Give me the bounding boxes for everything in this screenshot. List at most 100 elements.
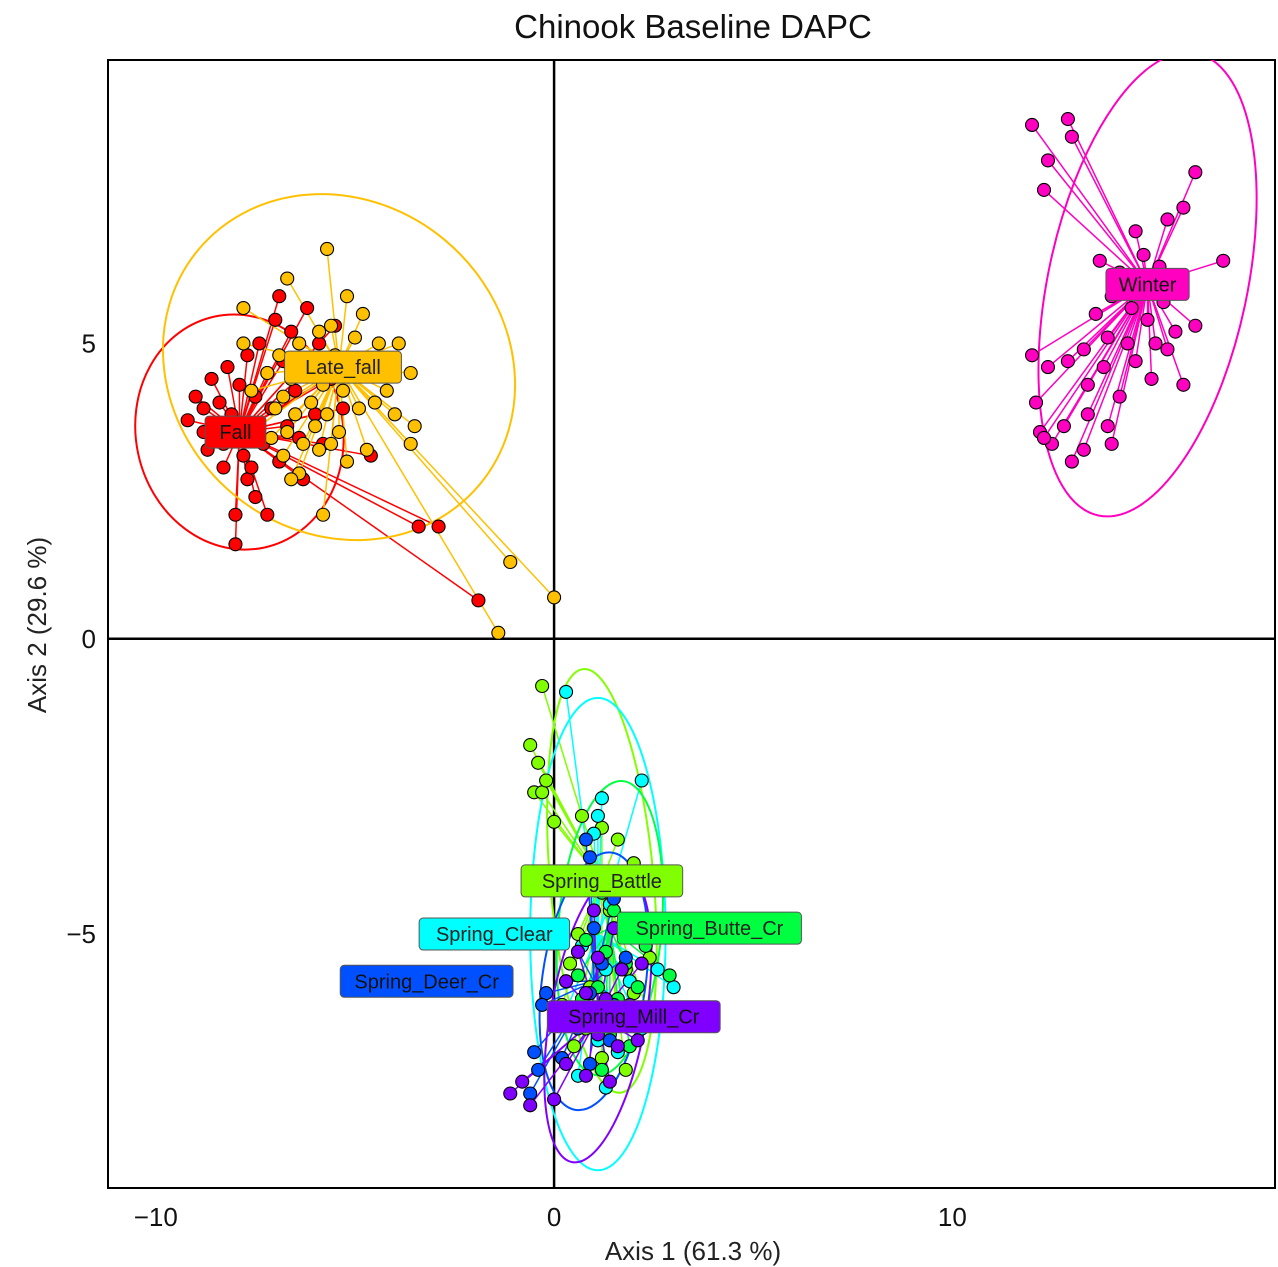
data-point <box>244 460 259 475</box>
data-point <box>618 950 633 965</box>
data-point <box>220 360 235 375</box>
data-point <box>590 808 605 823</box>
data-point <box>188 389 203 404</box>
data-point <box>630 980 645 995</box>
data-point <box>1160 342 1175 357</box>
data-point <box>228 537 243 552</box>
data-point <box>630 1033 645 1048</box>
data-point <box>523 1086 538 1101</box>
spoke-line <box>1106 284 1149 427</box>
data-point <box>1024 348 1040 363</box>
data-point <box>296 436 311 451</box>
data-point <box>268 401 283 416</box>
data-point <box>1036 430 1052 446</box>
data-point <box>582 1056 597 1072</box>
data-point <box>503 1086 518 1101</box>
data-point <box>403 436 418 451</box>
spoke-line <box>1146 284 1185 386</box>
data-point <box>1168 324 1183 339</box>
data-point <box>594 791 609 806</box>
data-point <box>634 956 649 971</box>
data-point <box>180 413 195 428</box>
data-point <box>260 365 275 381</box>
data-point <box>662 968 677 983</box>
plot-frame <box>107 59 1276 1189</box>
data-point <box>527 1045 542 1060</box>
data-point <box>320 407 335 422</box>
group-label-text: Spring_Battle <box>542 871 662 893</box>
data-point <box>1092 253 1107 268</box>
data-point <box>602 1074 617 1089</box>
data-point <box>236 448 251 463</box>
data-point <box>618 1062 633 1077</box>
data-point <box>240 348 255 363</box>
data-point <box>574 808 590 823</box>
data-point <box>312 442 327 457</box>
data-point <box>1104 436 1119 451</box>
data-point <box>582 850 597 865</box>
group-label-text: Fall <box>219 422 251 444</box>
data-point <box>558 974 574 989</box>
data-point <box>1060 112 1075 127</box>
data-point <box>232 377 247 392</box>
chart-title: Chinook Baseline DAPC <box>514 8 872 45</box>
data-point <box>523 1098 538 1113</box>
group-label-box <box>204 415 267 449</box>
data-point <box>367 395 382 410</box>
data-point <box>1028 395 1044 410</box>
data-point <box>1088 306 1103 321</box>
group-label-box <box>1105 267 1190 301</box>
group-label-text: Winter <box>1119 274 1177 296</box>
data-point <box>1076 342 1091 357</box>
spoke-line <box>326 248 340 368</box>
data-point <box>411 519 426 534</box>
data-point <box>503 554 518 570</box>
data-point <box>578 1068 594 1083</box>
group-label-text: Spring_Butte_Cr <box>635 918 783 940</box>
group-label-box <box>546 1000 721 1034</box>
data-point <box>1112 389 1127 404</box>
data-point <box>558 684 574 699</box>
plot-area: −10 0 10 −5 0 5 Fall Late_fall Winter Spring_Batt… <box>66 59 1276 1232</box>
data-point <box>666 980 681 995</box>
inertia-ellipse <box>538 851 650 1112</box>
data-point <box>431 519 446 534</box>
x-axis-label: Axis 1 (61.3 %) <box>605 1236 781 1266</box>
data-point <box>276 448 291 463</box>
data-point <box>403 365 418 381</box>
group-label-text: Spring_Clear <box>436 924 553 946</box>
data-point <box>1056 419 1071 434</box>
data-point <box>240 472 255 487</box>
data-layer: Fall Late_fall Winter Spring_Battle Spring_C… <box>134 60 1258 1172</box>
data-point <box>323 436 339 451</box>
data-point <box>539 773 554 788</box>
inertia-ellipse <box>1037 60 1258 518</box>
data-point <box>1128 224 1143 239</box>
data-point <box>248 489 263 505</box>
data-point <box>1144 371 1159 386</box>
spoke-line <box>545 780 603 882</box>
data-point <box>1076 442 1091 457</box>
spoke-line <box>1031 124 1149 285</box>
data-point <box>312 336 327 351</box>
data-point <box>284 472 299 487</box>
data-point <box>562 956 578 971</box>
data-point <box>1096 360 1111 375</box>
data-point <box>1064 454 1079 469</box>
y-tick-label: 0 <box>82 624 96 654</box>
group-label-box <box>339 964 514 998</box>
data-point <box>1080 407 1095 422</box>
data-point <box>1176 377 1191 392</box>
group-label-text: Late_fall <box>305 357 381 379</box>
data-point <box>304 395 319 410</box>
spoke-line <box>1047 159 1149 285</box>
data-point <box>1188 165 1203 180</box>
data-point <box>531 755 546 770</box>
data-point <box>610 1039 625 1054</box>
data-point <box>288 407 303 422</box>
data-point <box>578 832 594 847</box>
data-point <box>491 625 506 640</box>
group-label-box <box>418 917 571 951</box>
data-point <box>280 425 295 440</box>
